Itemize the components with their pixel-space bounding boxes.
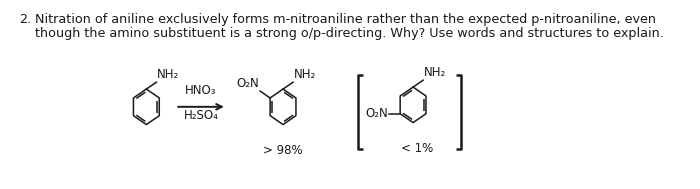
Text: H₂SO₄: H₂SO₄ [183,109,218,122]
Text: NH₂: NH₂ [158,68,179,81]
Text: HNO₃: HNO₃ [186,84,217,97]
Text: NH₂: NH₂ [294,68,316,81]
Text: 2.: 2. [20,13,32,26]
Text: > 98%: > 98% [263,144,303,157]
Text: though the amino substituent is a strong o/p-directing. Why? Use words and struc: though the amino substituent is a strong… [34,27,664,40]
Text: NH₂: NH₂ [424,66,446,79]
Text: O₂N: O₂N [365,107,388,120]
Text: Nitration of aniline exclusively forms m-nitroaniline rather than the expected p: Nitration of aniline exclusively forms m… [34,13,655,26]
Text: O₂N: O₂N [237,77,259,90]
Text: < 1%: < 1% [401,142,433,155]
